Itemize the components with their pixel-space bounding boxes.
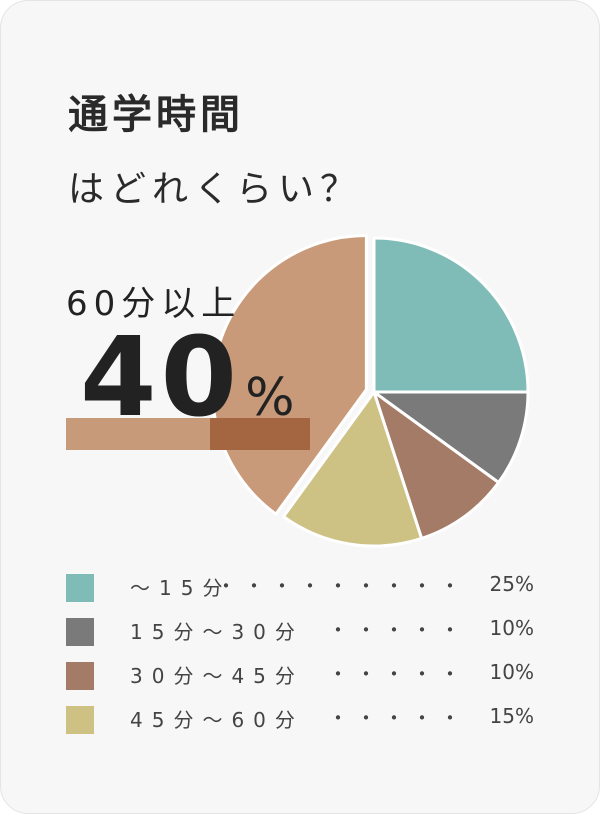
pie-slice (372, 390, 530, 485)
legend-label: 45分〜60分 (130, 708, 304, 732)
callout-label: 60分以上 (66, 284, 242, 324)
pie-slice (372, 390, 501, 540)
legend-dots: ・・・・・ (328, 662, 468, 686)
legend-swatch (66, 662, 94, 690)
legend-item: 45分〜60分 ・・・・・ 15% (66, 702, 546, 746)
legend-dots: ・・・・・ (328, 618, 468, 642)
legend-swatch (66, 574, 94, 602)
legend-swatch (66, 618, 94, 646)
legend-label: 15分〜30分 (130, 620, 304, 644)
pie-slice (281, 390, 424, 548)
legend-label: 30分〜45分 (130, 664, 304, 688)
legend-value: 15% (489, 704, 534, 728)
legend-value: 25% (489, 572, 534, 596)
legend-item: 〜15分 ・・・・・・・・・ 25% (66, 570, 546, 614)
legend: 〜15分 ・・・・・・・・・ 25% 15分〜30分 ・・・・・ 10% 30分… (66, 570, 546, 746)
legend-value: 10% (489, 616, 534, 640)
chart-title: 通学時間 (68, 92, 244, 138)
callout-highlight-overlap (210, 418, 310, 450)
legend-swatch (66, 706, 94, 734)
legend-item: 30分〜45分 ・・・・・ 10% (66, 658, 546, 702)
chart-subtitle: はどれくらい？ (68, 169, 363, 210)
legend-item: 15分〜30分 ・・・・・ 10% (66, 614, 546, 658)
callout-unit: % (245, 368, 295, 428)
legend-dots: ・・・・・ (328, 706, 468, 730)
legend-value: 10% (489, 660, 534, 684)
legend-dots: ・・・・・・・・・ (216, 574, 468, 598)
legend-label: 〜15分 (130, 576, 232, 600)
callout-number: 40 (80, 313, 242, 441)
pie-slice (372, 236, 530, 394)
callout-value: 40% (80, 322, 295, 432)
